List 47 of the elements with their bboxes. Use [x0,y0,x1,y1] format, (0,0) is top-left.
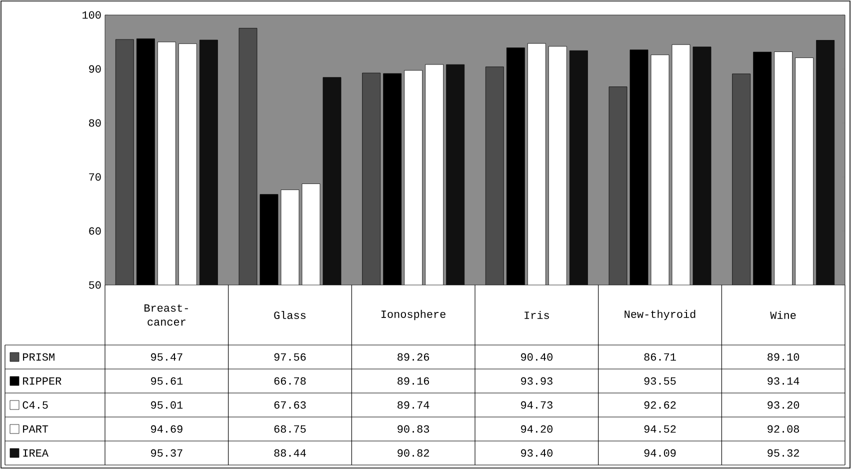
y-tick-label: 90 [89,65,101,73]
y-tick-label: 70 [89,173,101,181]
data-label: 94.09 [644,449,676,457]
y-tick-label: 60 [89,227,101,235]
x-tick-label: Iris [524,310,549,320]
y-tick-label: 50 [89,281,101,289]
x-tick-label: Glass [274,310,306,320]
data-label: 95.01 [151,401,183,409]
legend-label: RIPPER [23,377,62,385]
y-tick-label: 80 [89,119,101,127]
data-label: 90.40 [521,353,552,361]
data-label: 93.40 [521,449,552,457]
y-tick-label: 100 [82,11,101,19]
data-label: 90.82 [398,449,429,457]
data-label: 90.83 [398,425,430,433]
legend-label: C4.5 [22,401,48,409]
x-tick-label: Wine [770,310,796,320]
data-label: 95.47 [151,353,182,361]
data-label: 93.93 [521,377,552,385]
x-tick-label: Breast-cancer [144,304,188,326]
legend-label: PART [23,425,48,433]
data-label: 97.56 [274,353,306,361]
data-label: 95.61 [151,377,183,385]
legend-label: PRISM [23,353,54,361]
data-label: 89.10 [768,353,800,361]
data-label: 68.75 [274,425,306,433]
data-label: 94.73 [521,401,552,409]
data-label: 94.52 [644,425,676,433]
data-label: 89.74 [398,401,430,409]
data-label: 66.78 [274,377,306,385]
data-label: 89.16 [398,377,430,385]
data-label: 92.62 [644,401,676,409]
data-label: 95.32 [768,449,799,457]
x-tick-label: New-thyroid [624,310,696,320]
data-label: 88.44 [274,449,306,457]
data-label: 93.55 [644,377,676,385]
data-label: 93.14 [768,377,800,385]
data-label: 92.08 [768,425,800,433]
data-label: 89.26 [398,353,430,361]
data-label: 94.69 [151,425,182,433]
legend-label: IREA [23,449,48,457]
data-label: 95.37 [151,449,182,457]
x-tick-label: Ionosphere [382,310,446,320]
data-label: 93.20 [768,401,800,409]
data-label: 67.63 [274,401,306,409]
data-label: 94.20 [521,425,552,433]
data-label: 86.71 [644,353,676,361]
